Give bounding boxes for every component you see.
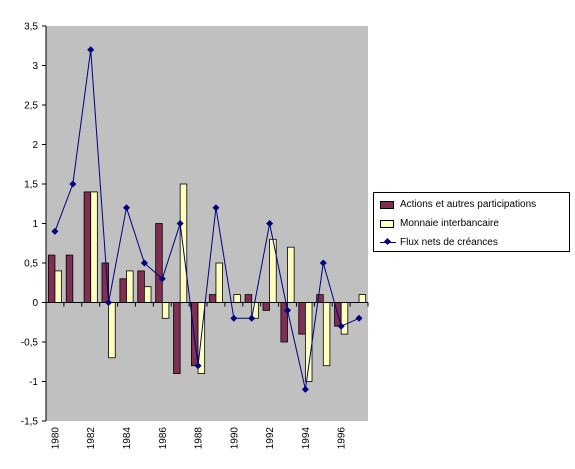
flux-point — [355, 314, 363, 322]
bar — [233, 294, 241, 303]
y-tick-label: 2,5 — [24, 101, 38, 112]
bar — [83, 191, 92, 303]
bar — [179, 183, 188, 303]
bar — [65, 254, 74, 303]
flux-point — [301, 385, 309, 393]
legend-label-monnaie: Monnaie interbancaire — [400, 218, 499, 229]
y-axis-ticks: -1,5 -1 -0,5 0 0,5 1 1,5 2 2,5 3 3,5 — [21, 22, 46, 428]
legend-marker-flux — [383, 237, 392, 246]
bar — [262, 302, 271, 311]
x-axis-ticks: 1980 1982 1984 1986 1988 1990 1992 1994 1996 — [45, 302, 369, 450]
series-monnaie-bars — [54, 183, 367, 382]
x-tick-label: 1982 — [86, 427, 97, 450]
x-tick-label: 1992 — [265, 427, 276, 450]
legend-swatch-actions — [380, 201, 394, 209]
flux-point — [230, 314, 238, 322]
series-actions-bars — [47, 191, 342, 374]
flux-line — [54, 49, 360, 390]
bar — [155, 223, 163, 303]
flux-point — [176, 220, 184, 227]
legend-swatch-monnaie — [380, 220, 394, 228]
flux-point — [194, 362, 202, 370]
x-tick-label: 1996 — [337, 427, 348, 450]
flux-point — [158, 275, 166, 283]
y-tick-label: -0,5 — [21, 338, 39, 349]
legend-label-actions: Actions et autres participations — [400, 199, 537, 210]
flux-point — [87, 46, 95, 54]
y-tick-label: -1,5 — [21, 417, 39, 428]
bar — [90, 191, 98, 303]
x-tick-label: 1988 — [194, 427, 205, 450]
bar — [208, 294, 217, 303]
flux-point — [123, 204, 130, 212]
bar — [54, 270, 62, 303]
flux-point — [266, 220, 274, 227]
flux-point — [140, 259, 148, 267]
y-tick-label: 0,5 — [24, 259, 38, 270]
x-tick-label: 1984 — [122, 427, 133, 450]
flux-point — [69, 180, 77, 188]
bar — [304, 302, 313, 382]
bar — [244, 294, 253, 303]
x-tick-label: 1980 — [50, 427, 61, 450]
bar — [340, 302, 349, 335]
bar — [137, 270, 145, 303]
y-tick-label: 1,5 — [24, 180, 38, 191]
flux-point — [212, 204, 220, 212]
bar — [287, 246, 295, 303]
flux-point — [284, 306, 291, 314]
bar — [126, 270, 134, 303]
y-tick-label: 1 — [32, 219, 38, 230]
flux-point — [248, 314, 256, 322]
x-tick-label: 1994 — [301, 427, 312, 450]
flux-point — [319, 259, 327, 267]
y-tick-label: 2 — [32, 140, 38, 151]
y-tick-label: 3,5 — [24, 22, 38, 33]
bar — [322, 302, 331, 367]
y-tick-label: -1 — [29, 377, 38, 388]
flux-point — [337, 322, 345, 330]
series-flux-line — [51, 46, 363, 393]
x-tick-label: 1990 — [229, 427, 240, 450]
x-tick-label: 1986 — [158, 427, 169, 450]
legend: Actions et autres participations Monnaie… — [373, 192, 570, 252]
flux-point — [51, 227, 59, 235]
bar — [161, 302, 170, 319]
y-tick-label: 0 — [32, 298, 38, 309]
bar — [108, 302, 116, 359]
bar — [173, 302, 181, 374]
bar — [119, 278, 127, 303]
bar — [298, 302, 306, 335]
legend-label-flux: Flux nets de créances — [400, 237, 498, 248]
bar — [47, 254, 56, 303]
y-tick-label: 3 — [32, 61, 38, 72]
bar — [358, 294, 367, 303]
bar — [215, 262, 223, 303]
flux-point — [105, 299, 113, 306]
plot-area — [46, 26, 368, 421]
bar — [143, 286, 152, 303]
